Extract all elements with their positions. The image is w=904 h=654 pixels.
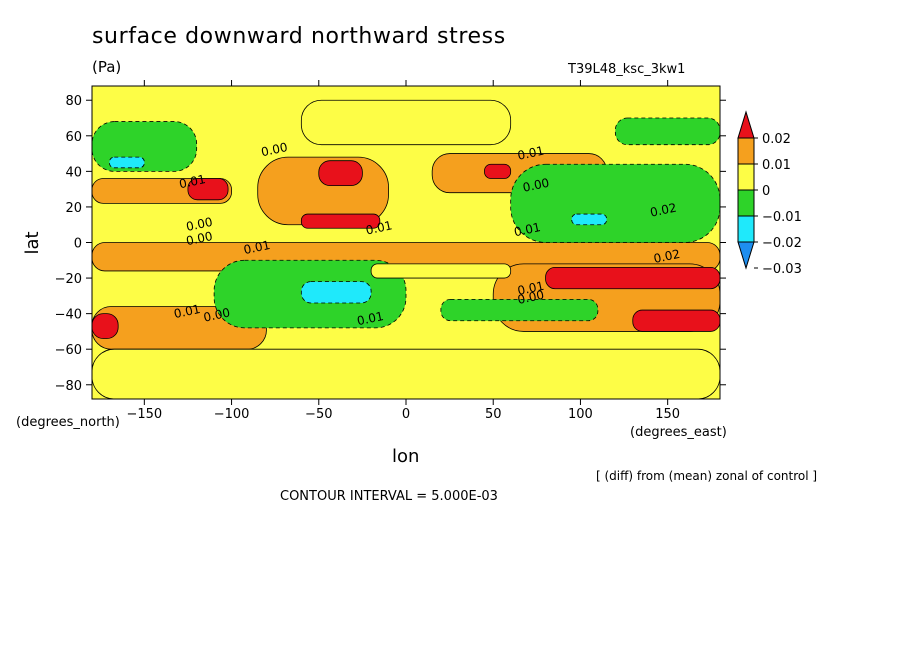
contour-label: 0.00 <box>185 229 214 248</box>
colorbar-label: 0 <box>762 184 770 199</box>
colorbar-bottom-arrow <box>737 241 755 270</box>
contour-label: 0.00 <box>260 140 289 159</box>
x-tick-label: 50 <box>485 407 502 422</box>
contour-label: 0.01 <box>364 218 393 237</box>
contour-region <box>109 156 145 169</box>
contour-region <box>187 178 229 201</box>
x-tick-label: −50 <box>305 407 332 422</box>
contour-label: 0.00 <box>521 176 550 195</box>
contour-labels: 0.000.010.000.000.010.010.000.020.010.01… <box>173 140 682 328</box>
chart-title: surface downward northward stress <box>92 24 506 49</box>
contour-label: 0.01 <box>178 172 207 191</box>
contour-label: 0.01 <box>516 279 545 298</box>
contour-interval: CONTOUR INTERVAL = 5.000E-03 <box>280 489 498 504</box>
y-tick-label: 80 <box>65 94 82 109</box>
colorbar-segment <box>737 163 755 191</box>
contour-label: 0.02 <box>649 201 678 220</box>
contour-region <box>92 121 198 172</box>
contour-label: 0.01 <box>513 220 542 239</box>
y-tick-label: 20 <box>65 201 82 216</box>
y-tick-label: 60 <box>65 130 82 145</box>
contour-region <box>632 309 720 332</box>
colorbar-top-arrow <box>737 110 755 139</box>
y-tick-label: −40 <box>55 308 82 323</box>
y-axis-title: lat <box>22 231 43 254</box>
y-axis-units: (degrees_north) <box>16 415 120 430</box>
x-tick-label: 150 <box>655 407 680 422</box>
contour-label: 0.01 <box>516 144 545 163</box>
x-tick-label: −150 <box>126 407 162 422</box>
colorbar-legend: 0.02 0.01 0 −0.01 −0.02 −0.03 <box>737 110 802 277</box>
x-axis-units: (degrees_east) <box>630 425 727 440</box>
contour-fill-regions <box>92 99 720 399</box>
colorbar-label: −0.03 <box>762 262 802 277</box>
y-tick-label: −20 <box>55 272 82 287</box>
colorbar-segment <box>737 137 755 165</box>
colorbar-segment <box>737 215 755 243</box>
contour-region <box>484 163 512 179</box>
contour-label: 0.01 <box>356 309 385 328</box>
contour-region <box>545 267 720 290</box>
contour-region <box>300 213 381 229</box>
run-id-label: T39L48_ksc_3kw1 <box>568 62 686 77</box>
y-tick-label: 0 <box>74 237 82 252</box>
contour-region <box>318 160 363 186</box>
chart-units: (Pa) <box>92 58 122 76</box>
contour-region <box>614 117 720 146</box>
contour-region <box>300 281 372 304</box>
contour-region <box>440 299 599 322</box>
y-tick-label: −60 <box>55 343 82 358</box>
colorbar-label: 0.01 <box>762 158 791 173</box>
contour-label: 0.02 <box>652 247 681 266</box>
x-tick-label: 100 <box>568 407 593 422</box>
x-tick-label: 0 <box>402 407 410 422</box>
contour-label: 0.00 <box>516 288 545 307</box>
colorbar-label: 0.02 <box>762 132 791 147</box>
y-tick-label: −80 <box>55 379 82 394</box>
contour-region <box>92 313 119 339</box>
x-tick-label: −100 <box>214 407 250 422</box>
contour-label: 0.00 <box>202 305 231 324</box>
y-tick-label: 40 <box>65 165 82 180</box>
contour-region <box>571 213 608 226</box>
contour-label: 0.01 <box>173 302 202 321</box>
colorbar-segment <box>737 189 755 217</box>
contour-region <box>370 263 512 279</box>
colorbar-label: −0.02 <box>762 236 802 251</box>
diff-note: [ (diff) from (mean) zonal of control ] <box>596 469 818 483</box>
x-axis: −150 −100 −50 0 50 100 150 <box>126 80 680 422</box>
colorbar-label: −0.01 <box>762 210 802 225</box>
contour-label: 0.00 <box>185 215 214 234</box>
y-axis: 80 60 40 20 0 −20 −40 −60 −80 <box>55 94 726 394</box>
contour-label: 0.01 <box>242 238 271 257</box>
contour-region <box>92 348 720 399</box>
x-axis-title: lon <box>392 446 420 467</box>
contour-region <box>300 99 512 146</box>
